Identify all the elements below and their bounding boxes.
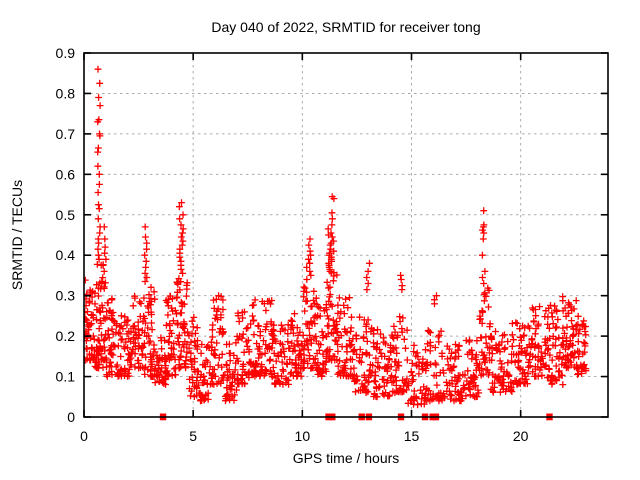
x-tick-label: 15: [404, 428, 420, 444]
y-tick-label: 0.7: [56, 126, 76, 142]
y-tick-label: 0.6: [56, 166, 76, 182]
x-tick-label: 0: [80, 428, 88, 444]
y-tick-label: 0.4: [56, 247, 76, 263]
y-tick-label: 0.1: [56, 369, 76, 385]
y-tick-label: 0.5: [56, 207, 76, 223]
y-tick-label: 0.2: [56, 328, 76, 344]
x-tick-label: 20: [513, 428, 529, 444]
y-tick-label: 0.8: [56, 85, 76, 101]
plot-frame: [83, 52, 609, 418]
x-tick-label: 10: [295, 428, 311, 444]
y-axis-label: SRMTID / TECUs: [9, 179, 25, 291]
y-tick-label: 0: [67, 409, 75, 425]
chart-title: Day 040 of 2022, SRMTID for receiver ton…: [211, 19, 481, 35]
y-tick-label: 0.9: [56, 45, 76, 61]
x-tick-label: 5: [189, 428, 197, 444]
x-axis-label: GPS time / hours: [292, 450, 400, 466]
y-tick-label: 0.3: [56, 288, 76, 304]
scatter-points: [84, 65, 590, 409]
